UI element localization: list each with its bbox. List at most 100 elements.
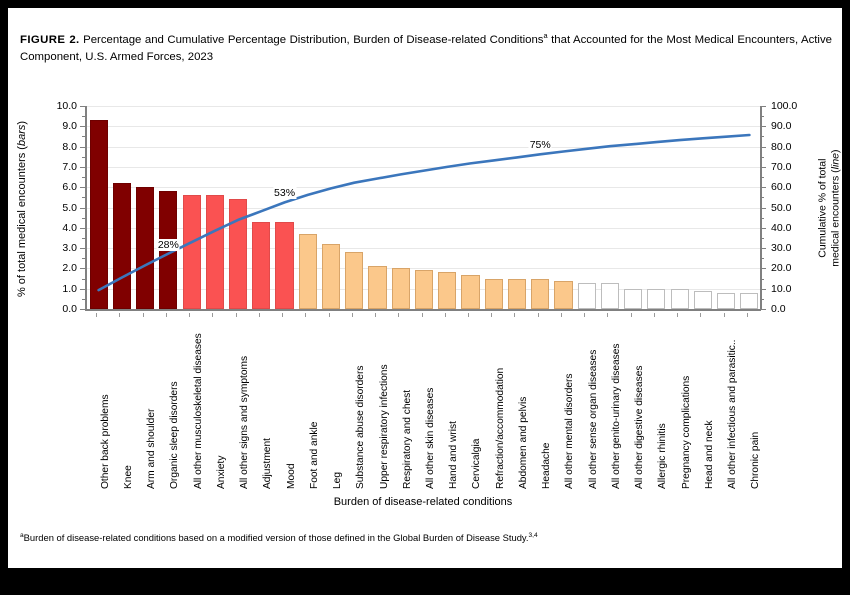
x-tick-label-text: All other genito-urinary diseases bbox=[610, 343, 622, 489]
y-tick-mark-right-minor bbox=[761, 258, 764, 260]
bar[interactable] bbox=[298, 233, 317, 309]
y-tick-mark-left bbox=[80, 248, 85, 250]
gridline bbox=[87, 106, 761, 107]
x-tick-mark bbox=[444, 313, 446, 317]
bar[interactable] bbox=[321, 244, 341, 309]
bar[interactable] bbox=[182, 195, 201, 309]
y-tick-mark-left-minor bbox=[82, 177, 85, 179]
figure-title: FIGURE 2. Percentage and Cumulative Perc… bbox=[20, 30, 832, 67]
y-tick-mark-right bbox=[761, 227, 766, 229]
x-tick-label: Allergic rhinitis bbox=[657, 423, 668, 489]
bar[interactable] bbox=[624, 288, 643, 309]
y-tick-mark-left bbox=[80, 126, 85, 128]
y-tick-label-left: 9.0 bbox=[62, 120, 77, 133]
x-tick-mark bbox=[746, 313, 748, 317]
y-tick-mark-right bbox=[761, 106, 766, 107]
x-tick-label: Chronic pain bbox=[750, 432, 761, 489]
cumulative-annotation: 75% bbox=[528, 139, 552, 152]
x-tick-mark bbox=[630, 313, 632, 317]
bar[interactable] bbox=[670, 288, 689, 309]
footnote-marker: a bbox=[20, 532, 24, 539]
x-tick-mark bbox=[235, 313, 237, 317]
bar[interactable] bbox=[345, 252, 364, 309]
y-tick-mark-right-minor bbox=[761, 116, 764, 118]
y-tick-mark-left-minor bbox=[82, 258, 85, 260]
x-tick-label-text: Knee bbox=[122, 465, 134, 489]
bar[interactable] bbox=[461, 274, 480, 309]
figure-title-footnote-marker: a bbox=[543, 31, 548, 40]
y-tick-label-right: 60.0 bbox=[771, 181, 792, 194]
bar[interactable] bbox=[717, 292, 736, 309]
y-tick-label-right: 30.0 bbox=[771, 242, 792, 255]
x-tick-label: Headache bbox=[541, 443, 552, 489]
y-tick-mark-right-minor bbox=[761, 217, 764, 219]
bar[interactable] bbox=[647, 288, 666, 309]
bar[interactable] bbox=[554, 280, 573, 309]
y-tick-label-left: 1.0 bbox=[62, 282, 77, 295]
x-tick-label: Foot and ankle bbox=[309, 422, 320, 489]
x-tick-mark bbox=[607, 313, 609, 317]
bar[interactable] bbox=[229, 199, 248, 309]
x-tick-label-text: Respiratory and chest bbox=[401, 389, 413, 489]
x-tick-label: Pregnancy complications bbox=[681, 376, 692, 489]
x-tick-mark bbox=[189, 313, 191, 317]
x-tick-label-text: Hand and wrist bbox=[448, 421, 460, 489]
y-tick-label-right: 0.0 bbox=[771, 303, 786, 315]
y-tick-label-right: 20.0 bbox=[771, 262, 792, 275]
y-tick-label-left: 6.0 bbox=[62, 181, 77, 194]
bar[interactable] bbox=[252, 221, 271, 309]
bar[interactable] bbox=[484, 278, 503, 309]
bar[interactable] bbox=[577, 282, 596, 309]
bar[interactable] bbox=[89, 120, 108, 309]
y-tick-mark-left bbox=[80, 288, 85, 290]
x-tick-mark bbox=[723, 313, 725, 317]
bar[interactable] bbox=[205, 195, 224, 309]
x-tick-mark bbox=[305, 313, 307, 317]
x-tick-mark bbox=[96, 313, 98, 317]
bar[interactable] bbox=[391, 268, 410, 309]
x-tick-label: Knee bbox=[122, 465, 134, 489]
gridline bbox=[87, 187, 761, 189]
bar[interactable] bbox=[136, 187, 155, 309]
bar[interactable] bbox=[414, 270, 434, 309]
y-tick-mark-left bbox=[80, 207, 85, 209]
x-tick-mark bbox=[421, 313, 423, 317]
gridline bbox=[87, 126, 761, 128]
y-tick-label-right: 50.0 bbox=[771, 201, 792, 214]
y-tick-label-left: 2.0 bbox=[62, 262, 77, 275]
y-tick-mark-right bbox=[761, 268, 766, 270]
x-tick-mark bbox=[653, 313, 655, 317]
y-tick-mark-right bbox=[761, 187, 766, 189]
x-tick-label-text: All other signs and symptoms bbox=[239, 355, 251, 489]
y-tick-mark-left-minor bbox=[82, 156, 85, 158]
x-tick-label: Arm and shoulder bbox=[146, 409, 157, 489]
bar[interactable] bbox=[368, 266, 387, 309]
x-tick-mark bbox=[677, 313, 679, 317]
x-tick-label-text: Substance abuse disorders bbox=[355, 365, 367, 489]
y-tick-mark-right bbox=[761, 146, 766, 148]
x-tick-mark bbox=[537, 313, 539, 317]
x-tick-mark bbox=[560, 313, 562, 317]
bar[interactable] bbox=[507, 278, 527, 309]
y-tick-mark-left-minor bbox=[82, 217, 85, 219]
bar[interactable] bbox=[600, 282, 619, 309]
bar[interactable] bbox=[531, 278, 550, 309]
bar[interactable] bbox=[438, 272, 457, 309]
bar[interactable] bbox=[693, 290, 712, 309]
x-tick-label: Hand and wrist bbox=[448, 421, 460, 489]
bar[interactable] bbox=[275, 221, 294, 309]
x-tick-mark bbox=[398, 313, 400, 317]
x-tick-label: All other digestive diseases bbox=[634, 366, 645, 489]
y-tick-mark-right-minor bbox=[761, 136, 764, 138]
x-tick-label: Anxiety bbox=[216, 456, 227, 489]
bar[interactable] bbox=[740, 292, 759, 309]
y-tick-mark-right bbox=[761, 166, 766, 168]
figure-footnote: aBurden of disease-related conditions ba… bbox=[20, 532, 832, 543]
x-tick-label-text: Other back problems bbox=[99, 394, 111, 489]
x-tick-mark bbox=[467, 313, 469, 317]
bar[interactable] bbox=[112, 183, 131, 309]
x-tick-mark bbox=[351, 313, 353, 317]
y-tick-mark-right bbox=[761, 288, 766, 290]
x-tick-label: Cervicalgia bbox=[471, 439, 482, 489]
x-tick-label: All other infectious and parasitic.. bbox=[727, 340, 738, 490]
